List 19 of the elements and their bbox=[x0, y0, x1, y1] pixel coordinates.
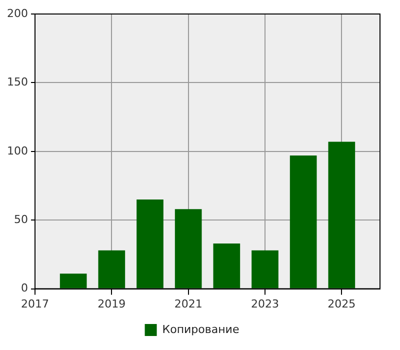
y-tick-label: 0 bbox=[20, 282, 28, 295]
x-tick-label: 2017 bbox=[20, 297, 49, 310]
y-tick-label: 150 bbox=[6, 76, 28, 89]
bar bbox=[328, 142, 356, 288]
bar bbox=[98, 250, 126, 288]
x-tick-label: 2019 bbox=[98, 297, 126, 310]
bar bbox=[174, 209, 202, 288]
y-tick-label: 100 bbox=[6, 144, 28, 158]
x-tick-label: 2023 bbox=[251, 297, 279, 310]
bar bbox=[60, 274, 87, 288]
x-tick-label: 2021 bbox=[174, 297, 202, 310]
y-tick-label: 200 bbox=[6, 6, 28, 20]
bar bbox=[290, 156, 317, 288]
legend-label: Копирование bbox=[162, 322, 240, 336]
bar bbox=[136, 199, 164, 288]
x-tick-label: 2025 bbox=[328, 297, 356, 310]
bar bbox=[213, 243, 240, 288]
bar bbox=[252, 250, 278, 288]
y-tick-label: 50 bbox=[14, 212, 28, 226]
